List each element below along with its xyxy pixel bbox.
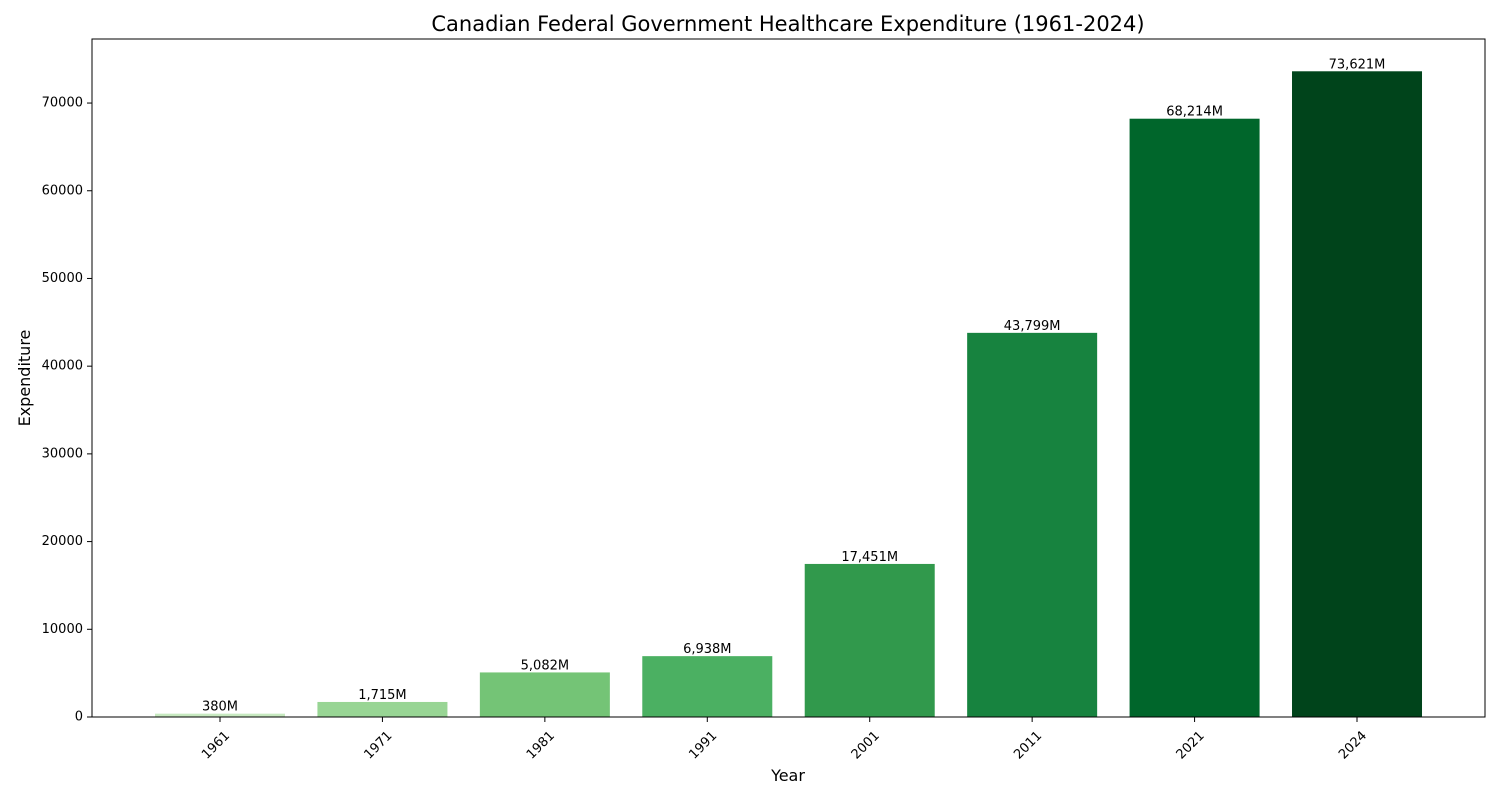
bars-group <box>155 71 1423 718</box>
data-label-2011: 43,799M <box>1004 319 1061 334</box>
bar-1971 <box>317 701 448 717</box>
data-label-1961: 380M <box>202 700 238 715</box>
y-axis: 0 10000 20000 30000 40000 50000 60000 70000 <box>42 96 92 725</box>
x-axis-label: Year <box>770 766 805 785</box>
x-tick-label-2001: 2001 <box>849 728 883 762</box>
y-tick-label-20000: 20000 <box>42 534 83 549</box>
y-tick-label-50000: 50000 <box>42 271 83 286</box>
bar-1961 <box>155 713 285 717</box>
y-tick-label-30000: 30000 <box>42 446 83 461</box>
x-tick-label-1991: 1991 <box>686 728 720 762</box>
y-tick-label-70000: 70000 <box>42 96 83 111</box>
data-label-1991: 6,938M <box>683 642 731 657</box>
x-tick-label-2011: 2011 <box>1011 728 1045 762</box>
plot-frame <box>91 38 1486 718</box>
y-axis-label: Expenditure <box>15 330 34 427</box>
bar-1981 <box>479 672 610 717</box>
y-tick-label-60000: 60000 <box>42 183 83 198</box>
data-label-1981: 5,082M <box>521 658 569 673</box>
y-tick-label-0: 0 <box>75 710 83 725</box>
x-tick-label-2024: 2024 <box>1336 728 1370 762</box>
x-tick-label-2021: 2021 <box>1174 728 1208 762</box>
bar-2001 <box>804 563 935 717</box>
data-label-2024: 73,621M <box>1329 57 1386 72</box>
bar-2024 <box>1292 71 1423 718</box>
y-tick-label-10000: 10000 <box>42 622 83 637</box>
bar-2011 <box>967 332 1098 717</box>
x-tick-label-1981: 1981 <box>524 728 558 762</box>
data-labels-group: 380M 1,715M 5,082M 6,938M 17,451M 43,799M 68,2… <box>202 57 1385 714</box>
x-tick-label-1961: 1961 <box>199 728 233 762</box>
data-label-2021: 68,214M <box>1166 105 1223 120</box>
bar-2021 <box>1129 118 1260 717</box>
y-tick-label-40000: 40000 <box>42 359 83 374</box>
data-label-2001: 17,451M <box>841 550 898 565</box>
x-axis: 1961 1971 1981 1991 2001 2011 2021 2024 <box>199 717 1370 762</box>
x-tick-label-1971: 1971 <box>361 728 395 762</box>
data-label-1971: 1,715M <box>358 688 406 703</box>
chart-title: Canadian Federal Government Healthcare E… <box>431 12 1144 36</box>
bar-1991 <box>642 656 773 717</box>
